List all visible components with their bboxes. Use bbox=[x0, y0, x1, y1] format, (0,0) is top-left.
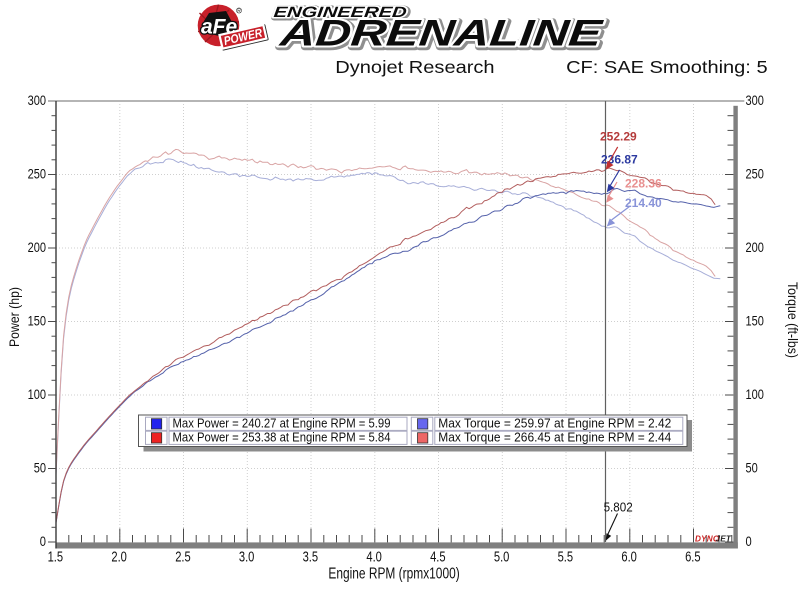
svg-text:Torque (ft-lbs): Torque (ft-lbs) bbox=[785, 282, 800, 358]
svg-text:50: 50 bbox=[34, 459, 46, 475]
svg-text:ENGINEERED: ENGINEERED bbox=[273, 4, 408, 21]
svg-text:Engine RPM (rpmx1000): Engine RPM (rpmx1000) bbox=[328, 566, 459, 583]
svg-text:3.5: 3.5 bbox=[303, 550, 319, 566]
svg-text:6.5: 6.5 bbox=[685, 550, 701, 566]
svg-text:6.0: 6.0 bbox=[621, 550, 637, 566]
svg-text:Max Torque = 266.45 at Engine: Max Torque = 266.45 at Engine RPM = 2.44 bbox=[438, 430, 671, 445]
svg-text:1.5: 1.5 bbox=[48, 550, 64, 566]
svg-text:250: 250 bbox=[28, 165, 47, 181]
svg-text:5.0: 5.0 bbox=[494, 550, 510, 566]
svg-text:JET: JET bbox=[716, 535, 732, 544]
svg-text:252.29: 252.29 bbox=[600, 130, 637, 144]
svg-text:R: R bbox=[237, 9, 241, 15]
svg-text:ADRENALINE: ADRENALINE bbox=[278, 13, 606, 55]
svg-text:Max Torque = 259.97 at Engine: Max Torque = 259.97 at Engine RPM = 2.42 bbox=[438, 416, 671, 431]
svg-text:Max Power = 253.38 at Engine R: Max Power = 253.38 at Engine RPM = 5.84 bbox=[173, 430, 391, 445]
svg-text:214.40: 214.40 bbox=[625, 196, 662, 210]
svg-text:236.87: 236.87 bbox=[601, 153, 638, 167]
svg-text:Max Power = 240.27 at Engine R: Max Power = 240.27 at Engine RPM = 5.99 bbox=[173, 416, 391, 431]
svg-text:150: 150 bbox=[746, 312, 765, 328]
svg-text:5.802: 5.802 bbox=[604, 500, 633, 514]
svg-text:100: 100 bbox=[746, 386, 765, 402]
svg-text:Dynojet Research: Dynojet Research bbox=[335, 57, 494, 77]
svg-text:ENGINEERED: ENGINEERED bbox=[274, 5, 409, 22]
svg-text:ADRENALINE: ADRENALINE bbox=[277, 12, 605, 54]
svg-text:2.0: 2.0 bbox=[111, 550, 127, 566]
svg-text:300: 300 bbox=[28, 92, 47, 108]
svg-text:5.5: 5.5 bbox=[558, 550, 574, 566]
svg-text:3.0: 3.0 bbox=[239, 550, 255, 566]
svg-text:CF: SAE Smoothing: 5: CF: SAE Smoothing: 5 bbox=[566, 57, 768, 77]
svg-text:Power (hp): Power (hp) bbox=[7, 287, 22, 347]
svg-text:0: 0 bbox=[40, 533, 46, 549]
svg-text:4.5: 4.5 bbox=[430, 550, 446, 566]
svg-text:300: 300 bbox=[746, 92, 765, 108]
svg-text:DYNO: DYNO bbox=[695, 535, 720, 544]
svg-text:200: 200 bbox=[28, 239, 47, 255]
svg-text:0: 0 bbox=[746, 533, 752, 549]
svg-text:2.5: 2.5 bbox=[175, 550, 191, 566]
svg-text:200: 200 bbox=[746, 239, 765, 255]
svg-text:100: 100 bbox=[28, 386, 47, 402]
svg-text:50: 50 bbox=[746, 459, 758, 475]
svg-text:228.36: 228.36 bbox=[625, 177, 662, 191]
svg-text:250: 250 bbox=[746, 165, 765, 181]
svg-text:4.0: 4.0 bbox=[366, 550, 382, 566]
svg-text:150: 150 bbox=[28, 312, 47, 328]
